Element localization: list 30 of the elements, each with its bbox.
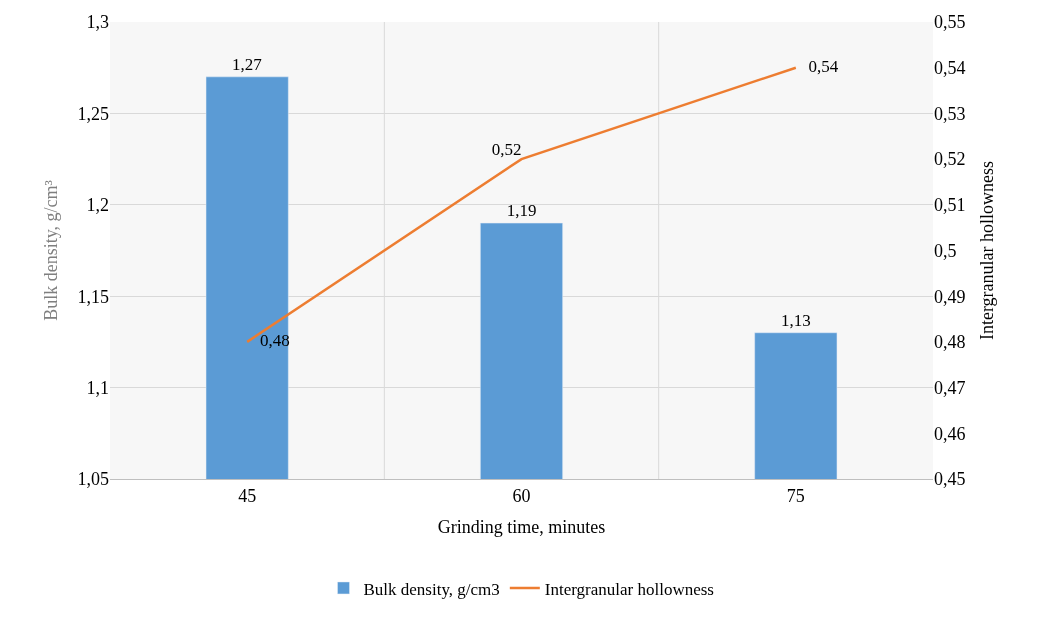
- data-label: 0,52: [479, 139, 522, 159]
- y-axis-title: Bulk density, g/cm³: [40, 179, 61, 321]
- x-tick-label: 60: [512, 485, 531, 506]
- x-tick-label: 45: [238, 485, 257, 506]
- x-tick-label: 75: [786, 485, 805, 506]
- y2-tick-label: 0,53: [934, 103, 966, 124]
- data-label: 1,13: [780, 310, 811, 330]
- y2-tick-label: 0,49: [934, 286, 966, 307]
- data-label: 1,27: [232, 54, 263, 74]
- y2-axis-title: Intergranular hollowness: [976, 160, 997, 341]
- y-tick-label: 1,05: [77, 469, 109, 490]
- y-tick-label: 1,3: [86, 12, 109, 33]
- y2-tick-label: 0,54: [934, 58, 966, 78]
- y2-tick-label: 0,5: [934, 240, 957, 261]
- x-axis-title: Grinding time, minutes: [437, 516, 606, 537]
- y-tick-label: 1,1: [86, 377, 109, 398]
- y2-tick-label: 0,52: [934, 149, 966, 170]
- y-tick-label: 1,15: [77, 286, 109, 307]
- y2-tick-label: 0,51: [934, 195, 966, 216]
- y-tick-label: 1,2: [86, 195, 109, 216]
- legend-label: Intergranular hollowness: [544, 579, 714, 599]
- data-label: 0,54: [795, 56, 839, 76]
- y-tick-label: 1,25: [77, 103, 109, 124]
- y2-tick-label: 0,45: [934, 469, 966, 490]
- data-label: 1,19: [506, 201, 537, 221]
- y2-tick-label: 0,47: [934, 377, 966, 398]
- y2-tick-label: 0,55: [934, 12, 966, 33]
- y2-tick-label: 0,46: [934, 423, 966, 444]
- y2-tick-label: 0,48: [934, 332, 966, 353]
- legend-label: Bulk density, g/cm3: [363, 579, 500, 599]
